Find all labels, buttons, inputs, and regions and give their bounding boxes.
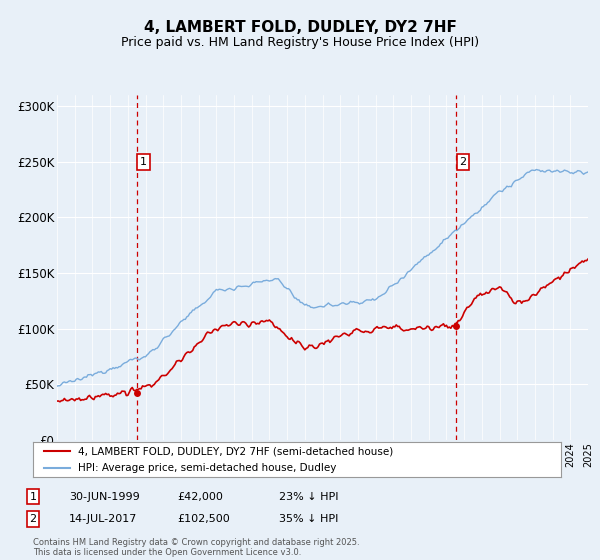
- Text: 4, LAMBERT FOLD, DUDLEY, DY2 7HF: 4, LAMBERT FOLD, DUDLEY, DY2 7HF: [143, 20, 457, 35]
- Text: Contains HM Land Registry data © Crown copyright and database right 2025.
This d: Contains HM Land Registry data © Crown c…: [33, 538, 359, 557]
- Text: 2: 2: [29, 514, 37, 524]
- Text: 30-JUN-1999: 30-JUN-1999: [69, 492, 140, 502]
- Text: 14-JUL-2017: 14-JUL-2017: [69, 514, 137, 524]
- Text: HPI: Average price, semi-detached house, Dudley: HPI: Average price, semi-detached house,…: [78, 464, 336, 473]
- Text: 2: 2: [460, 157, 467, 167]
- Text: Price paid vs. HM Land Registry's House Price Index (HPI): Price paid vs. HM Land Registry's House …: [121, 36, 479, 49]
- Text: 35% ↓ HPI: 35% ↓ HPI: [279, 514, 338, 524]
- Text: 1: 1: [29, 492, 37, 502]
- Text: £102,500: £102,500: [177, 514, 230, 524]
- Text: 4, LAMBERT FOLD, DUDLEY, DY2 7HF (semi-detached house): 4, LAMBERT FOLD, DUDLEY, DY2 7HF (semi-d…: [78, 446, 393, 456]
- Text: 1: 1: [140, 157, 147, 167]
- Text: 23% ↓ HPI: 23% ↓ HPI: [279, 492, 338, 502]
- Text: £42,000: £42,000: [177, 492, 223, 502]
